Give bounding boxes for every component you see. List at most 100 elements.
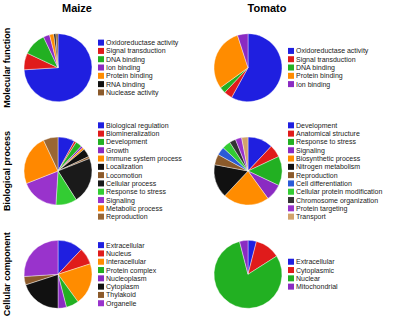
legend-label: DNA binding <box>296 64 335 72</box>
legend-item: Response to stress <box>288 138 356 146</box>
legend-label: Thylakoid <box>106 291 136 299</box>
legend-item: Signaling <box>288 147 325 155</box>
legend-swatch <box>98 89 104 95</box>
column-title: Maize <box>62 2 92 14</box>
legend-item: Ion binding <box>288 81 330 89</box>
legend-item: Signaling <box>98 197 135 205</box>
chart-cell: Oxidoreductase activitySignal transducti… <box>24 34 179 102</box>
legend-item: Anatomical structure <box>288 130 360 137</box>
legend-item: Biosynthetic process <box>288 155 361 163</box>
legend-swatch <box>288 164 294 170</box>
pie-slice <box>237 34 248 68</box>
legend-swatch <box>98 197 104 203</box>
legend-label: Extracellular <box>296 258 335 265</box>
legend-swatch <box>288 267 294 273</box>
legend-item: Nitrogen metabolism <box>288 163 360 171</box>
legend: DevelopmentAnatomical structureResponse … <box>288 122 382 221</box>
legend-label: Development <box>106 138 147 146</box>
legend-label: Cellular protein modification <box>296 188 382 196</box>
legend-label: Transport <box>296 213 326 221</box>
pie-slice <box>242 137 248 171</box>
legend-item: Biological regulation <box>98 122 169 130</box>
legend-item: Transport <box>288 213 326 221</box>
legend: Oxidoreductase activitySignal transducti… <box>98 39 179 97</box>
legend: Biological regulationBiomineralizationDe… <box>98 122 182 221</box>
legend-label: Biosynthetic process <box>296 155 361 163</box>
pie <box>24 137 92 205</box>
legend-item: Reproduction <box>98 213 148 221</box>
legend-swatch <box>288 56 294 62</box>
legend-label: Ion binding <box>296 81 330 89</box>
legend-label: Nucleus <box>106 250 132 257</box>
pie <box>214 137 282 205</box>
legend-swatch <box>288 48 294 54</box>
pie-slice <box>235 138 248 171</box>
legend-swatch <box>98 242 104 248</box>
chart-cell: ExtracellularNucleusInteracellular Protei… <box>24 240 157 308</box>
legend-item: Nucleoplasm <box>98 275 147 283</box>
legend-label: Reproduction <box>106 213 148 221</box>
legend-label: Nuclear <box>296 275 321 282</box>
legend: ExtracellularCytoplasmicNuclearMitochond… <box>288 258 338 290</box>
legend-swatch <box>98 65 104 71</box>
legend-item: Oxidoreductase activity <box>288 47 369 55</box>
legend-item: Nuclear <box>288 275 321 282</box>
legend-swatch <box>98 139 104 145</box>
row-label: Biological process <box>2 131 12 211</box>
legend-swatch <box>288 180 294 186</box>
pie-slice <box>44 137 58 171</box>
legend-label: Protein binding <box>106 72 153 80</box>
legend-item: RNA binding <box>98 81 145 89</box>
legend-item: Extracellular <box>98 242 145 249</box>
legend-item: Cellular process <box>98 180 157 188</box>
legend-label: Protein complex <box>106 267 157 275</box>
legend-item: Immune system process <box>98 155 182 163</box>
legend-swatch <box>288 259 294 265</box>
legend-swatch <box>98 156 104 162</box>
legend-swatch <box>98 164 104 170</box>
legend-item: Biomineralization <box>98 130 159 137</box>
legend-label: Metabolic process <box>106 205 163 213</box>
legend-item: Extracellular <box>288 258 335 265</box>
legend-item: Response to stress <box>98 188 166 196</box>
chart-cell: ExtracellularCytoplasmicNuclearMitochond… <box>214 240 338 308</box>
pie-slice <box>56 171 76 205</box>
legend-label: Development <box>296 122 337 130</box>
pie-slice <box>24 34 92 102</box>
legend-item: DNA binding <box>288 64 335 72</box>
legend-label: Extracellular <box>106 242 145 249</box>
legend-item: Cell differentiation <box>288 180 352 187</box>
legend-label: Cytoplasm <box>106 283 139 291</box>
legend-label: Cell differentiation <box>296 180 352 187</box>
legend-swatch <box>98 56 104 62</box>
row-label: Cellular component <box>2 232 12 316</box>
legend-swatch <box>288 205 294 211</box>
legend-item: Signal transduction <box>98 47 166 55</box>
legend-swatch <box>98 81 104 87</box>
chart-cell: Oxidoreductase activitySignal transducti… <box>214 34 369 102</box>
legend-item: Protein targeting <box>288 205 347 213</box>
legend-swatch <box>288 214 294 220</box>
legend-swatch <box>98 48 104 54</box>
legend-label: Interacellular <box>106 258 147 265</box>
legend-item: Locomotion <box>98 172 142 179</box>
legend-item: Oxidoreductase activity <box>98 39 179 47</box>
chart-cell: Biological regulationBiomineralizationDe… <box>24 122 182 221</box>
legend-item: Cellular protein modification <box>288 188 382 196</box>
legend-label: Oxidoreductase activity <box>106 39 179 47</box>
legend-swatch <box>288 139 294 145</box>
pie <box>24 240 92 308</box>
legend-item: Development <box>288 122 337 130</box>
legend-swatch <box>98 267 104 273</box>
legend-label: Biological regulation <box>106 122 169 130</box>
legend-item: Cytoplasm <box>98 283 139 291</box>
legend-label: DNA binding <box>106 56 145 64</box>
legend-item: Reproduction <box>288 172 338 180</box>
pie <box>214 34 282 102</box>
legend-item: Localization <box>98 163 143 170</box>
legend-swatch <box>288 156 294 162</box>
legend-label: Signaling <box>106 197 135 205</box>
legend-item: Nuclease activity <box>98 89 159 97</box>
legend-swatch <box>98 259 104 265</box>
legend-swatch <box>288 65 294 71</box>
